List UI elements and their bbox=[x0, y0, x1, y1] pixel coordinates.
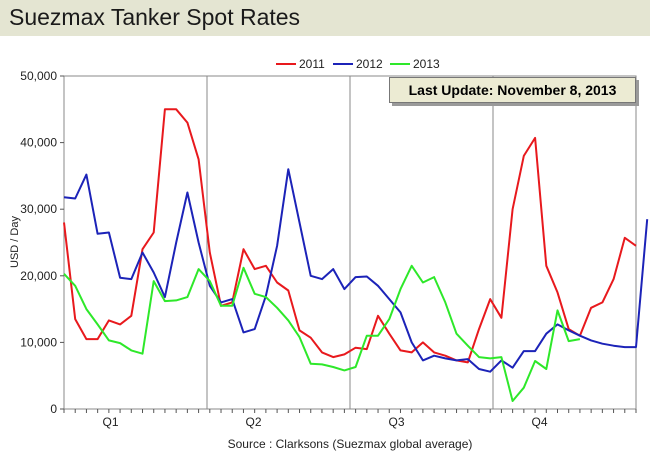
y-tick-label: 10,000 bbox=[20, 335, 57, 349]
y-axis-label: USD / Day bbox=[9, 216, 21, 268]
y-tick-label: 50,000 bbox=[20, 69, 57, 83]
legend-label-2012: 2012 bbox=[356, 57, 383, 71]
series-line-2011 bbox=[63, 108, 637, 364]
last-update-box: Last Update: November 8, 2013 bbox=[389, 77, 636, 103]
legend-label-2013: 2013 bbox=[413, 57, 440, 71]
series-line-2012 bbox=[63, 168, 649, 373]
quarter-label: Q2 bbox=[245, 415, 261, 429]
y-tick-label: 40,000 bbox=[20, 136, 57, 150]
quarter-label: Q1 bbox=[102, 415, 118, 429]
page-title: Suezmax Tanker Spot Rates bbox=[9, 4, 301, 30]
quarter-label: Q3 bbox=[388, 415, 404, 429]
header-bar: Suezmax Tanker Spot Rates bbox=[0, 0, 650, 36]
legend-label-2011: 2011 bbox=[299, 57, 325, 71]
y-tick-label: 20,000 bbox=[20, 269, 57, 283]
series-line-2013 bbox=[63, 264, 581, 402]
quarter-label: Q4 bbox=[531, 415, 547, 429]
y-tick-label: 0 bbox=[50, 402, 57, 416]
source-note: Source : Clarksons (Suezmax global avera… bbox=[228, 437, 473, 451]
y-tick-label: 30,000 bbox=[20, 202, 57, 216]
